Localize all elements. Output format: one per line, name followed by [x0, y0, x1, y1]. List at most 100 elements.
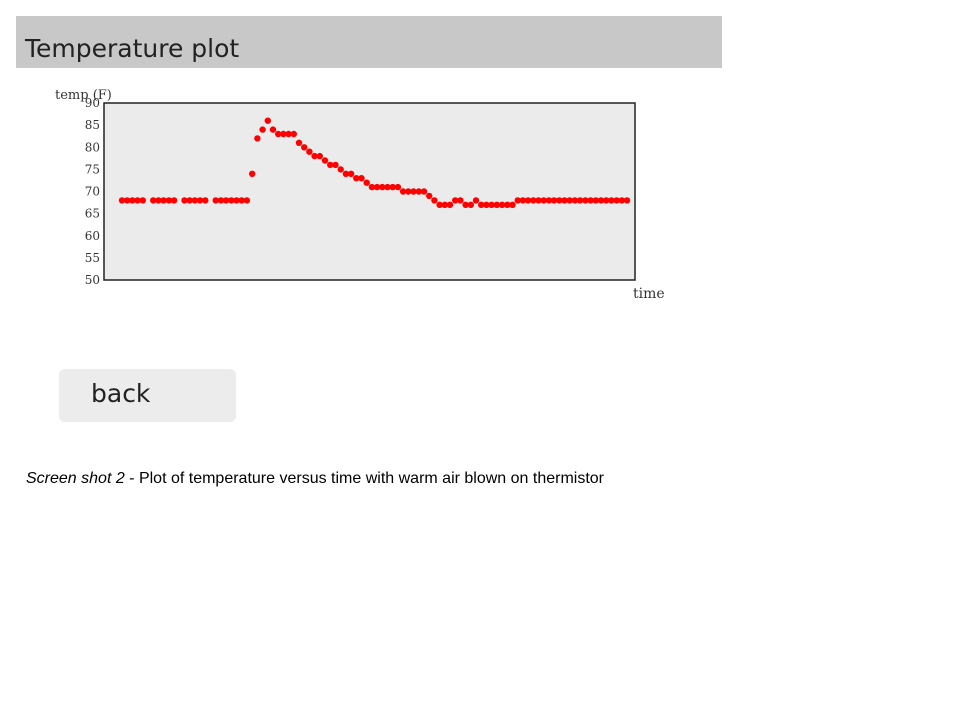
- data-point: [483, 201, 490, 208]
- data-point: [426, 192, 433, 200]
- data-point: [535, 197, 542, 204]
- data-point: [332, 161, 339, 169]
- data-point: [571, 197, 579, 204]
- data-point: [603, 197, 610, 204]
- data-point: [321, 157, 329, 164]
- data-point: [165, 197, 173, 204]
- data-point: [556, 197, 563, 204]
- data-point: [519, 197, 527, 204]
- data-point: [368, 183, 376, 191]
- data-point: [327, 161, 334, 169]
- back-button-label: back: [91, 379, 151, 408]
- data-point: [405, 188, 412, 195]
- data-point: [238, 197, 245, 204]
- data-point: [363, 179, 370, 186]
- data-point: [181, 197, 188, 204]
- y-tick-label-60: 60: [85, 229, 100, 243]
- data-point: [264, 117, 271, 124]
- y-tick-label-90: 90: [85, 96, 100, 110]
- data-point: [342, 170, 350, 177]
- data-point: [134, 197, 141, 204]
- data-point: [384, 183, 391, 191]
- data-point: [254, 135, 261, 142]
- data-point: [566, 197, 573, 204]
- caption-title: Screen shot 2: [26, 470, 125, 487]
- data-point: [228, 197, 235, 204]
- data-point: [124, 197, 131, 204]
- data-point: [118, 197, 126, 204]
- data-point: [478, 201, 485, 208]
- y-tick-label-65: 65: [85, 207, 100, 221]
- data-point: [295, 139, 303, 146]
- back-button[interactable]: back: [59, 369, 236, 422]
- data-point: [488, 201, 495, 208]
- data-point: [524, 197, 532, 204]
- data-point: [608, 197, 615, 204]
- data-point: [493, 201, 500, 208]
- data-point: [530, 197, 537, 204]
- y-axis-label: temp (F): [55, 88, 112, 103]
- data-point: [462, 201, 469, 208]
- caption-text: - Plot of temperature versus time with w…: [124, 470, 605, 487]
- data-point: [582, 197, 589, 204]
- data-point: [337, 166, 344, 173]
- data-point: [243, 197, 251, 204]
- data-point: [275, 130, 282, 138]
- data-point: [249, 170, 256, 177]
- data-point: [597, 197, 605, 204]
- data-point: [504, 201, 511, 208]
- data-point: [592, 197, 599, 204]
- data-points: [118, 117, 631, 208]
- data-point: [410, 188, 417, 195]
- data-point: [545, 197, 553, 204]
- data-point: [415, 188, 422, 195]
- y-tick-label-50: 50: [85, 273, 100, 287]
- data-point: [394, 183, 402, 191]
- data-point: [457, 197, 464, 204]
- data-point: [587, 197, 594, 204]
- data-point: [550, 197, 558, 204]
- data-point: [196, 197, 204, 204]
- data-point: [290, 130, 297, 138]
- y-tick-label-85: 85: [85, 118, 100, 132]
- data-point: [212, 197, 219, 204]
- data-point: [353, 175, 360, 182]
- data-point: [233, 197, 240, 204]
- data-point: [202, 197, 209, 204]
- data-point: [306, 148, 313, 155]
- y-tick-labels: 90 85 80 75 70 65 60 55 50: [85, 96, 100, 287]
- data-point: [467, 201, 474, 208]
- data-point: [155, 197, 162, 204]
- data-point: [514, 197, 521, 204]
- data-point: [222, 197, 230, 204]
- data-point: [150, 197, 157, 204]
- y-tick-label-80: 80: [85, 140, 100, 154]
- data-point: [379, 183, 386, 191]
- data-point: [576, 197, 584, 204]
- data-point: [420, 188, 428, 195]
- data-point: [139, 197, 146, 204]
- y-tick-label-70: 70: [85, 185, 100, 199]
- data-point: [347, 170, 355, 177]
- page-title: Temperature plot: [25, 34, 240, 63]
- data-point: [316, 152, 323, 160]
- data-point: [311, 152, 318, 160]
- data-point: [431, 197, 438, 204]
- data-point: [259, 126, 266, 133]
- title-bar: Temperature plot: [16, 16, 722, 68]
- data-point: [280, 130, 287, 138]
- data-point: [191, 197, 199, 204]
- caption: Screen shot 2 - Plot of temperature vers…: [26, 470, 604, 488]
- data-point: [285, 130, 292, 138]
- y-tick-label-55: 55: [85, 251, 100, 265]
- data-point: [301, 144, 308, 151]
- plot-area: [103, 102, 636, 281]
- data-point: [186, 197, 193, 204]
- data-point: [613, 197, 620, 204]
- data-point: [472, 197, 480, 204]
- data-point: [358, 175, 365, 182]
- data-point: [160, 197, 167, 204]
- data-point: [452, 197, 459, 204]
- data-point: [446, 201, 454, 208]
